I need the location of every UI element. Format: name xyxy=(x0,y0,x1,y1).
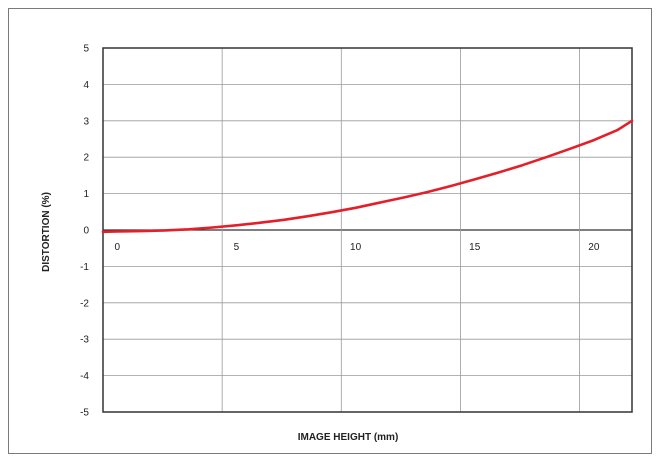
y-tick-labels: 5 4 3 2 1 0 -1 -2 -3 -4 -5 xyxy=(80,44,89,419)
x-tick-labels: 0 5 10 15 20 xyxy=(115,242,600,253)
x-tick-label: 10 xyxy=(350,242,362,253)
y-tick-label: -1 xyxy=(80,262,89,273)
y-tick-label: 3 xyxy=(83,116,89,127)
y-tick-label: -2 xyxy=(80,298,89,309)
y-tick-label: 5 xyxy=(83,44,89,55)
x-tick-label: 20 xyxy=(588,242,600,253)
x-tick-label: 0 xyxy=(115,242,121,253)
y-tick-label: -5 xyxy=(80,408,89,419)
distortion-curve-0 xyxy=(101,119,634,234)
x-tick-label: 5 xyxy=(234,242,240,253)
x-axis-title: IMAGE HEIGHT (mm) xyxy=(298,432,399,443)
y-tick-label: 1 xyxy=(83,189,89,200)
y-tick-label: 4 xyxy=(83,80,89,91)
y-tick-label: -3 xyxy=(80,335,89,346)
x-tick-label: 15 xyxy=(469,242,481,253)
y-tick-label: 0 xyxy=(83,226,89,237)
plot-area xyxy=(102,47,633,413)
y-tick-label: 2 xyxy=(83,153,89,164)
y-axis-title: DISTORTION (%) xyxy=(41,192,52,272)
series-layer xyxy=(101,119,634,234)
y-tick-label: -4 xyxy=(80,371,89,382)
